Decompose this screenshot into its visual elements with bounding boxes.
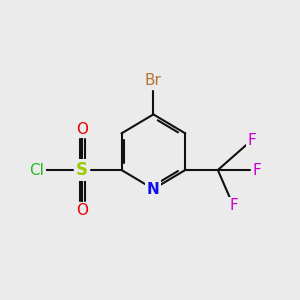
Text: N: N <box>147 182 160 196</box>
Text: Br: Br <box>145 73 162 88</box>
Text: F: F <box>248 133 256 148</box>
Text: S: S <box>76 161 88 179</box>
Text: Cl: Cl <box>29 163 44 178</box>
Text: O: O <box>76 122 88 137</box>
Text: F: F <box>229 199 238 214</box>
Text: F: F <box>252 163 261 178</box>
Text: O: O <box>76 203 88 218</box>
